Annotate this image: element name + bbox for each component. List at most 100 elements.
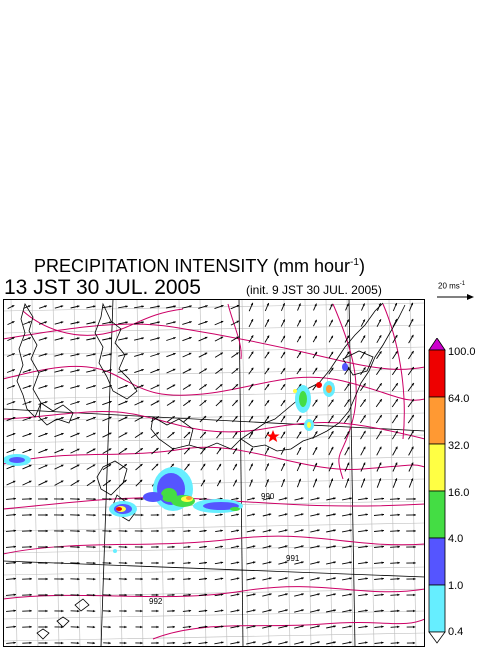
colorbar-label: 4.0 xyxy=(448,533,464,545)
wind-arrow xyxy=(6,432,16,438)
wind-arrow xyxy=(360,462,366,472)
wind-arrow xyxy=(183,577,191,581)
wind-arrow xyxy=(166,352,176,358)
wind-arrow xyxy=(407,382,415,392)
wind-arrow xyxy=(6,480,16,486)
wind-arrow xyxy=(231,383,239,391)
wind-arrow xyxy=(278,545,288,549)
wind-arrow xyxy=(373,513,385,516)
wind-arrow xyxy=(22,609,32,613)
wind-arrow xyxy=(70,416,80,422)
wind-arrow xyxy=(296,478,302,488)
wind-arrow xyxy=(54,545,64,549)
grid-line xyxy=(367,299,375,647)
wind-arrow xyxy=(344,335,350,343)
wind-arrow xyxy=(198,609,208,612)
wind-arrow xyxy=(326,577,336,581)
wind-arrow xyxy=(392,446,398,456)
wind-arrow xyxy=(38,369,48,373)
wind-arrow xyxy=(167,609,175,613)
wind-arrow xyxy=(246,513,256,517)
wind-arrow xyxy=(297,303,301,311)
graticule-line xyxy=(238,299,244,647)
wind-arrow xyxy=(408,318,414,328)
precipitation-areas xyxy=(3,363,348,553)
wind-arrow xyxy=(294,513,304,517)
wind-arrow xyxy=(22,448,32,454)
wind-arrow xyxy=(264,431,270,439)
grid-line xyxy=(3,478,425,488)
wind-arrow xyxy=(151,609,159,613)
wind-arrow xyxy=(135,463,143,471)
wind-arrow xyxy=(294,529,304,533)
wind-arrow xyxy=(248,351,254,359)
wind-arrow xyxy=(296,335,302,343)
wind-arrow xyxy=(310,577,320,581)
wind-arrow xyxy=(278,609,288,613)
wind-arrow xyxy=(118,337,128,341)
wind-arrow xyxy=(166,337,176,341)
wind-arrow xyxy=(7,304,15,310)
wind-arrow xyxy=(248,335,254,343)
wind-arrow xyxy=(86,577,96,581)
wind-arrow xyxy=(214,625,224,629)
wind-arrow xyxy=(312,446,318,456)
wind-arrow xyxy=(38,417,48,421)
wind-arrow xyxy=(102,479,112,487)
wind-arrow xyxy=(118,447,128,455)
wind-arrow xyxy=(262,513,272,517)
wind-arrow xyxy=(150,368,160,374)
wind-arrow xyxy=(358,545,368,549)
colorbar-label: 1.0 xyxy=(448,580,464,592)
wind-arrow xyxy=(118,545,128,549)
grid-line xyxy=(346,299,354,647)
wind-arrow xyxy=(280,367,286,375)
wind-arrow xyxy=(310,497,320,501)
wind-arrow xyxy=(134,447,144,455)
grid-line xyxy=(94,299,102,647)
wind-arrow xyxy=(391,398,399,408)
wind-arrow xyxy=(406,609,416,613)
wind-arrow xyxy=(38,529,48,533)
wind-arrow xyxy=(344,399,350,407)
wind-arrow xyxy=(248,399,254,407)
wind-arrow xyxy=(102,369,112,373)
wind-arrow xyxy=(296,367,302,375)
wind-arrow xyxy=(135,577,143,581)
wind-arrow xyxy=(312,319,318,327)
wind-arrow xyxy=(184,463,190,471)
wind-arrow xyxy=(230,529,240,533)
wind-arrow xyxy=(294,561,304,565)
isobar-label: 990 xyxy=(261,492,275,501)
wind-arrow xyxy=(376,446,382,456)
colorbar-segment xyxy=(428,584,446,633)
wind-arrow xyxy=(102,529,112,533)
wind-arrow xyxy=(102,385,112,389)
wind-arrow xyxy=(360,430,366,440)
wind-arrow xyxy=(22,625,32,629)
grid-line xyxy=(115,299,123,647)
wind-arrow xyxy=(232,479,238,487)
wind-arrow xyxy=(70,480,80,486)
wind-arrow xyxy=(70,593,80,597)
wind-arrow xyxy=(133,337,145,341)
grid-line xyxy=(388,299,396,647)
wind-arrow xyxy=(342,577,352,581)
wind-arrow xyxy=(86,641,96,645)
wind-arrow xyxy=(102,321,112,325)
wind-arrow xyxy=(23,321,31,325)
wind-arrow xyxy=(119,641,127,645)
wind-arrow xyxy=(390,561,400,565)
wind-arrow xyxy=(408,430,414,440)
wind-arrow xyxy=(86,369,96,373)
wind-arrow xyxy=(310,513,320,517)
wind-arrow xyxy=(391,414,399,424)
wind-arrow xyxy=(182,641,192,645)
wind-arrow xyxy=(374,593,384,596)
wind-arrow xyxy=(310,545,320,549)
wind-arrow xyxy=(376,303,382,311)
wind-arrow xyxy=(183,513,191,517)
wind-arrow xyxy=(167,431,175,439)
valid-time: 13 JST 30 JUL. 2005 xyxy=(4,276,201,299)
wind-arrow xyxy=(408,350,414,360)
